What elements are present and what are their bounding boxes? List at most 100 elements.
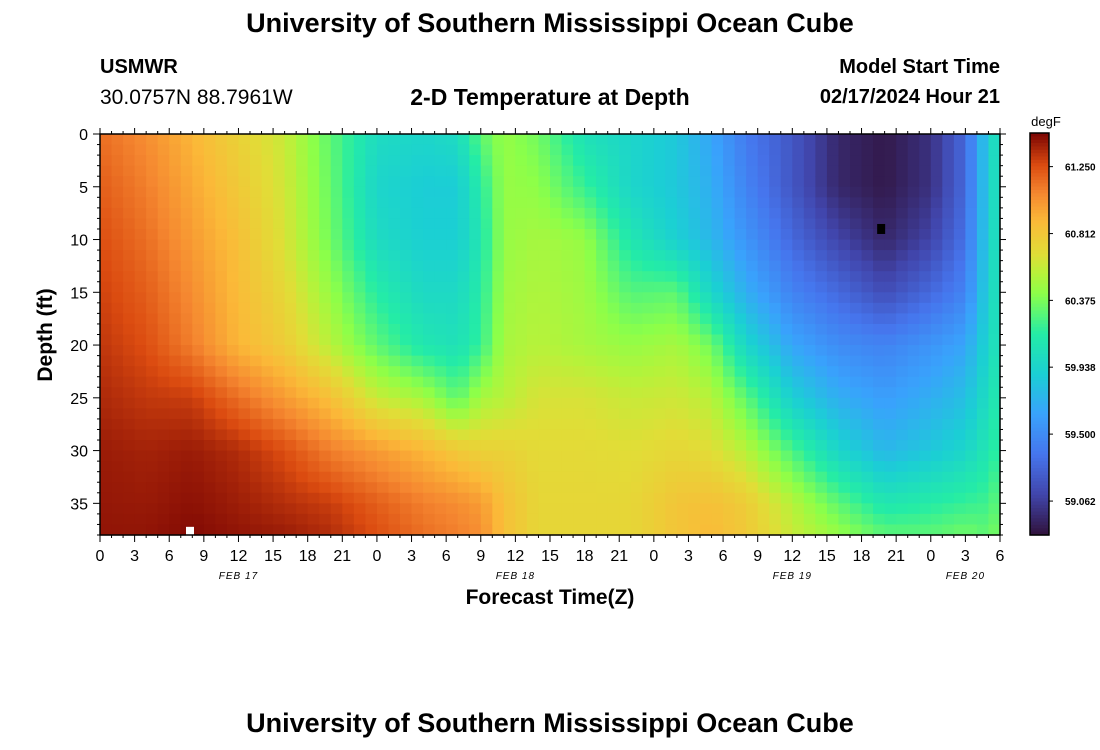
heatmap-cell xyxy=(711,513,724,526)
heatmap-cell xyxy=(653,239,666,251)
heatmap-cell xyxy=(757,461,770,473)
heatmap-cell xyxy=(423,418,436,431)
heatmap-cell xyxy=(180,440,193,452)
heatmap-cell xyxy=(296,450,309,462)
heatmap-cell xyxy=(988,292,1001,304)
heatmap-cell xyxy=(861,450,874,462)
heatmap-cell xyxy=(492,492,505,504)
heatmap-cell xyxy=(850,492,863,504)
heatmap-cell xyxy=(815,281,828,293)
heatmap-cell xyxy=(607,503,620,515)
heatmap-cell xyxy=(446,492,459,504)
heatmap-cell xyxy=(630,355,643,367)
heatmap-cell xyxy=(838,239,851,251)
heatmap-cell xyxy=(826,144,840,156)
heatmap-cell xyxy=(538,250,551,262)
heatmap-cell xyxy=(550,461,563,473)
heatmap-cell xyxy=(457,218,470,230)
heatmap-cell xyxy=(642,408,655,420)
heatmap-cell xyxy=(503,345,516,357)
heatmap-cell xyxy=(803,165,816,177)
heatmap-cell xyxy=(411,155,424,167)
heatmap-marker xyxy=(186,526,194,537)
x-tick-label: 18 xyxy=(853,548,871,565)
heatmap-cell xyxy=(607,366,620,378)
heatmap-cell xyxy=(238,186,251,198)
heatmap-cell xyxy=(480,429,493,441)
heatmap-cell xyxy=(146,197,159,209)
heatmap-cell xyxy=(273,397,286,409)
heatmap-cell xyxy=(296,492,309,504)
heatmap-cell xyxy=(919,155,932,167)
heatmap-cell xyxy=(907,397,920,409)
heatmap-cell xyxy=(376,250,390,262)
heatmap-cell xyxy=(826,345,840,357)
colorbar-segment xyxy=(1030,461,1049,466)
heatmap-cell xyxy=(907,228,920,241)
heatmap-cell xyxy=(976,271,990,283)
heatmap-cell xyxy=(826,292,840,304)
heatmap-cell xyxy=(296,429,309,441)
heatmap-cell xyxy=(769,134,782,146)
heatmap-cell xyxy=(192,250,205,262)
heatmap-cell xyxy=(307,207,320,220)
heatmap-cell xyxy=(457,387,470,399)
heatmap-cell xyxy=(515,197,528,209)
heatmap-cell xyxy=(550,355,563,367)
heatmap-cell xyxy=(226,281,240,293)
heatmap-cell xyxy=(676,218,690,230)
heatmap-cell xyxy=(284,134,297,146)
heatmap-cell xyxy=(896,461,909,473)
heatmap-cell xyxy=(342,144,355,156)
heatmap-cell xyxy=(134,155,147,167)
heatmap-cell xyxy=(400,292,413,304)
colorbar-segment xyxy=(1030,206,1049,211)
heatmap-cell xyxy=(561,387,574,399)
heatmap-cell xyxy=(226,250,240,262)
heatmap-cell xyxy=(665,228,678,241)
heatmap-cell xyxy=(630,440,643,452)
heatmap-cell xyxy=(411,355,424,367)
heatmap-cell xyxy=(561,345,574,357)
heatmap-cell xyxy=(146,323,159,336)
heatmap-cell xyxy=(561,144,574,156)
heatmap-cell xyxy=(180,144,193,156)
heatmap-cell xyxy=(284,313,297,325)
heatmap-cell xyxy=(376,397,390,409)
heatmap-cell xyxy=(192,165,205,177)
heatmap-cell xyxy=(930,471,943,483)
heatmap-cell xyxy=(319,387,332,399)
heatmap-cell xyxy=(515,408,528,420)
heatmap-cell xyxy=(526,418,540,431)
heatmap-cell xyxy=(180,260,193,272)
heatmap-cell xyxy=(111,471,124,483)
heatmap-cell xyxy=(711,471,724,483)
heatmap-cell xyxy=(769,345,782,357)
heatmap-cell xyxy=(850,397,863,409)
heatmap-cell xyxy=(261,461,274,473)
heatmap-cell xyxy=(503,408,516,420)
heatmap-cell xyxy=(930,503,943,515)
heatmap-cell xyxy=(134,503,147,515)
heatmap-cell xyxy=(446,408,459,420)
heatmap-cell xyxy=(976,292,990,304)
heatmap-cell xyxy=(734,376,747,388)
heatmap-cell xyxy=(873,292,886,304)
heatmap-cell xyxy=(976,461,990,473)
heatmap-cell xyxy=(873,323,886,336)
heatmap-cell xyxy=(503,165,516,177)
heatmap-cell xyxy=(826,376,840,388)
heatmap-cell xyxy=(850,186,863,198)
heatmap-cell xyxy=(492,355,505,367)
heatmap-cell xyxy=(226,387,240,399)
colorbar-segment xyxy=(1030,488,1049,493)
heatmap-cell xyxy=(734,250,747,262)
heatmap-cell xyxy=(273,366,286,378)
heatmap-cell xyxy=(988,250,1001,262)
heatmap-cell xyxy=(573,134,586,146)
heatmap-cell xyxy=(665,408,678,420)
heatmap-cell xyxy=(400,482,413,494)
heatmap-cell xyxy=(561,408,574,420)
heatmap-cell xyxy=(203,482,216,494)
heatmap-cell xyxy=(688,197,701,209)
